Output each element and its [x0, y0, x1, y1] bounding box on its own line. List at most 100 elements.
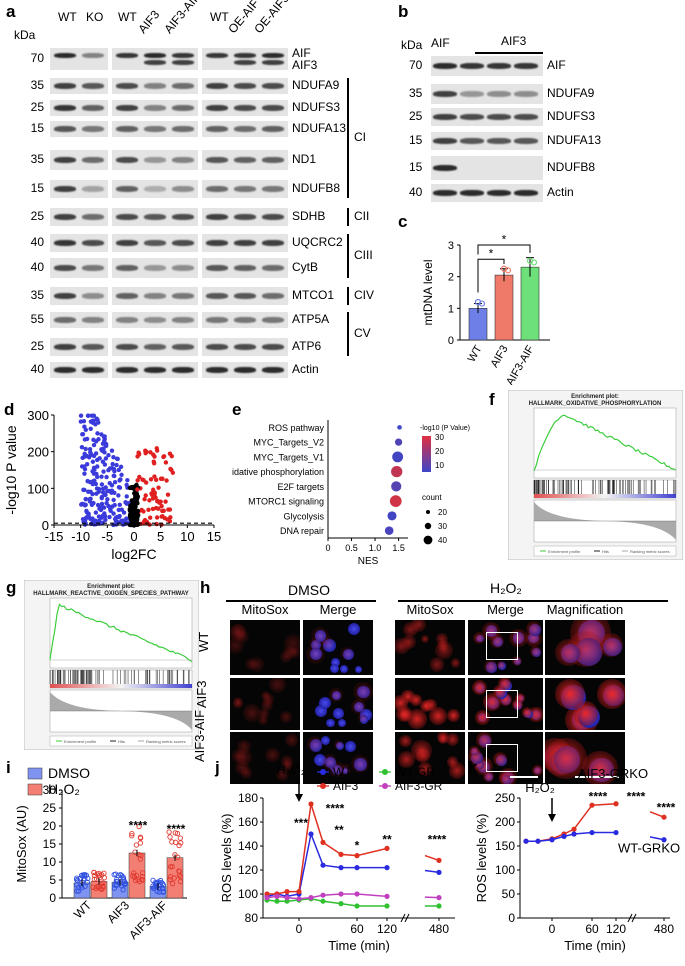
legend-p-title: -log10 (P Value)	[420, 425, 470, 432]
mitosox-signal	[437, 733, 449, 745]
blot-strip	[50, 312, 108, 328]
data-point	[111, 455, 116, 460]
blot-band	[82, 214, 104, 220]
gsea-es-box	[49, 597, 193, 669]
magnification-box	[486, 744, 518, 772]
blot-band	[172, 265, 194, 271]
data-point	[106, 503, 111, 509]
mitosox-signal	[230, 624, 246, 642]
sig-bracket	[477, 258, 505, 293]
data-point	[101, 875, 108, 881]
data-point	[159, 503, 164, 509]
blot-band	[54, 265, 76, 271]
data-point	[87, 447, 93, 452]
nucleus	[333, 708, 344, 719]
nucleus	[331, 657, 341, 667]
blot-band	[82, 126, 104, 132]
data-point	[135, 478, 140, 483]
protein-label: AIF	[547, 58, 566, 72]
nucleus	[314, 630, 327, 642]
nucleus	[354, 665, 363, 674]
series-point	[384, 893, 390, 899]
blot-band	[234, 53, 256, 58]
blot-band	[82, 344, 104, 350]
complex-bracket	[347, 78, 349, 198]
mitosox-signal	[531, 764, 543, 776]
nucleus	[360, 709, 372, 721]
blot-band	[54, 214, 76, 220]
mitosox-signal	[429, 657, 445, 672]
data-point	[100, 513, 105, 519]
micrograph	[395, 620, 465, 675]
data-point	[133, 520, 138, 525]
data-point	[107, 514, 112, 520]
mitosox-signal	[598, 633, 623, 658]
mitosox-signal	[499, 771, 513, 784]
kda-marker: 40	[30, 260, 44, 274]
mitosox-signal	[396, 705, 413, 722]
sig-star: ****	[326, 801, 345, 815]
kda-marker: 35	[30, 288, 44, 302]
data-point	[101, 446, 106, 451]
x-tick-label: 120	[377, 922, 397, 936]
series-point	[589, 829, 595, 836]
blot-band	[206, 53, 228, 58]
data-point	[141, 477, 146, 483]
y-tick-label: 120	[238, 863, 258, 877]
data-point	[177, 835, 183, 841]
x-tick-label: 0	[296, 922, 303, 936]
blot-band	[262, 157, 284, 163]
blot-band	[206, 293, 228, 299]
legend-entry: Hits	[602, 549, 609, 554]
micrograph	[230, 678, 300, 730]
y-axis-label: ROS levels (%)	[219, 814, 234, 903]
protein-label: NDUFB8	[292, 181, 341, 195]
x-axis-label: NES	[358, 556, 379, 567]
series-point	[549, 837, 555, 843]
legend-entry: Ranking metric scores	[146, 739, 186, 744]
data-point	[156, 885, 162, 892]
y-tick-label: 140	[238, 839, 258, 853]
mitosox-signal	[233, 698, 244, 709]
data-point	[154, 515, 160, 520]
y-tick-label: 160	[238, 815, 258, 829]
data-point	[170, 881, 176, 887]
micrograph	[545, 678, 625, 730]
data-point	[166, 829, 172, 835]
protein-label: UQCRC2	[292, 235, 343, 249]
mitosox-signal	[483, 693, 501, 711]
blot-band	[487, 63, 511, 69]
data-point	[161, 508, 166, 513]
dot	[394, 438, 403, 446]
data-point	[84, 462, 90, 467]
data-point	[135, 515, 140, 520]
panel-d-label: d	[4, 400, 15, 419]
legend-count-dot	[426, 510, 430, 514]
data-point	[81, 464, 87, 469]
mitosox-signal	[483, 770, 494, 782]
mitosox-signal	[509, 628, 529, 648]
x-tick-label: 120	[606, 922, 626, 936]
protein-label: ND1	[292, 152, 317, 166]
data-point	[90, 884, 96, 890]
legend-entry: WT-GR	[395, 765, 435, 779]
data-point	[91, 500, 96, 506]
series-point	[384, 903, 390, 909]
data-point	[137, 474, 142, 480]
series-point	[338, 891, 344, 897]
blot-band	[144, 83, 166, 89]
blot-band	[234, 186, 256, 192]
data-point	[112, 480, 118, 485]
kda-marker: 25	[409, 109, 423, 123]
data-point	[152, 474, 157, 479]
data-point	[100, 486, 106, 491]
axis-break	[631, 913, 637, 923]
protein-label: MTCO1	[292, 288, 334, 302]
legend-entry: WT	[333, 765, 352, 779]
data-point	[106, 453, 111, 458]
blot-band	[234, 367, 256, 373]
sig-star: *	[502, 232, 507, 246]
mitosox-signal	[469, 746, 480, 757]
series-point	[571, 831, 577, 837]
lane-label: WT	[210, 10, 229, 24]
